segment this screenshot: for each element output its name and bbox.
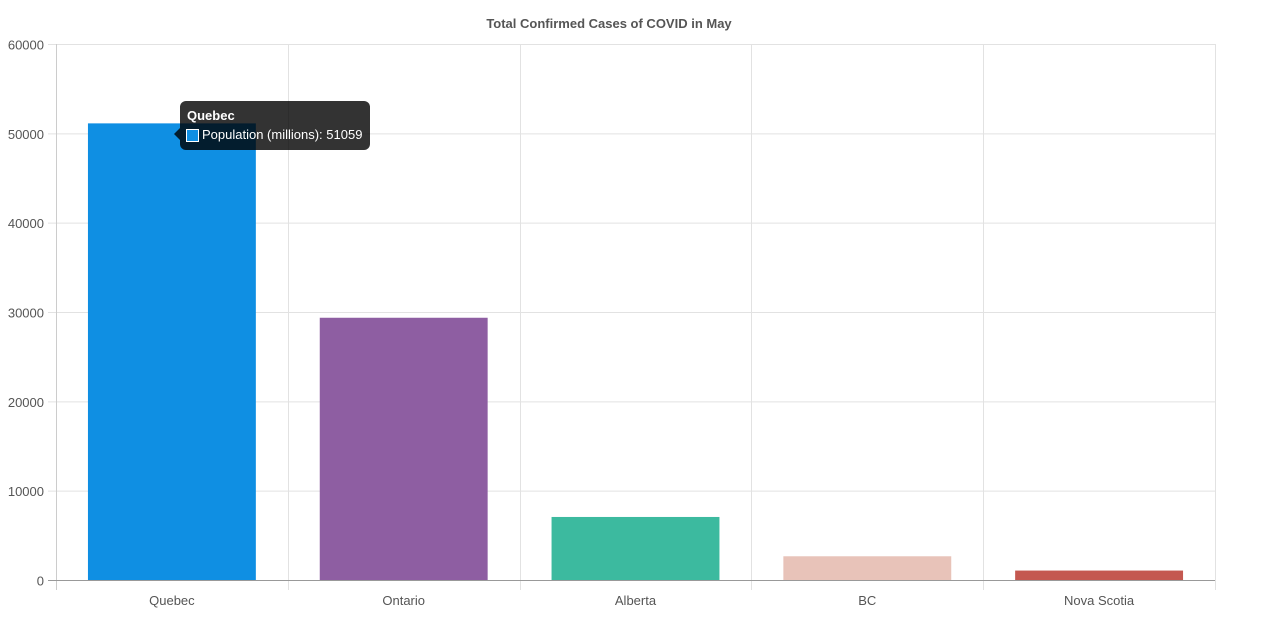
tooltip: Quebec Population (millions): 51059 — [180, 101, 371, 150]
tooltip-label: Population (millions): 51059 — [202, 127, 363, 142]
bar-bc[interactable] — [783, 556, 952, 581]
y-tick-label: 0 — [37, 574, 44, 589]
y-tick-label: 30000 — [8, 306, 44, 321]
bars — [87, 123, 1184, 581]
bar-ontario[interactable] — [319, 317, 488, 581]
y-tick-label: 10000 — [8, 484, 44, 499]
tooltip-color-swatch — [186, 128, 199, 142]
gridlines — [48, 44, 1216, 590]
y-tick-label: 40000 — [8, 216, 44, 231]
x-tick-label: Nova Scotia — [1064, 593, 1135, 608]
x-tick-label: Ontario — [382, 593, 425, 608]
x-tick-label: Quebec — [149, 593, 195, 608]
axes: 0 10000 20000 30000 40000 50000 60000 Quebec Ont… — [8, 38, 1215, 608]
chart-title: Total Confirmed Cases of COVID in May — [486, 16, 732, 31]
y-tick-label: 50000 — [8, 127, 44, 142]
y-tick-label: 60000 — [8, 38, 44, 53]
y-tick-label: 20000 — [8, 395, 44, 410]
tooltip-title: Quebec — [187, 108, 235, 123]
x-tick-label: BC — [858, 593, 876, 608]
bar-quebec[interactable] — [87, 123, 256, 581]
bar-alberta[interactable] — [551, 516, 720, 581]
tooltip-caret — [174, 128, 180, 140]
x-tick-label: Alberta — [615, 593, 657, 608]
bar-nova-scotia[interactable] — [1015, 570, 1184, 581]
